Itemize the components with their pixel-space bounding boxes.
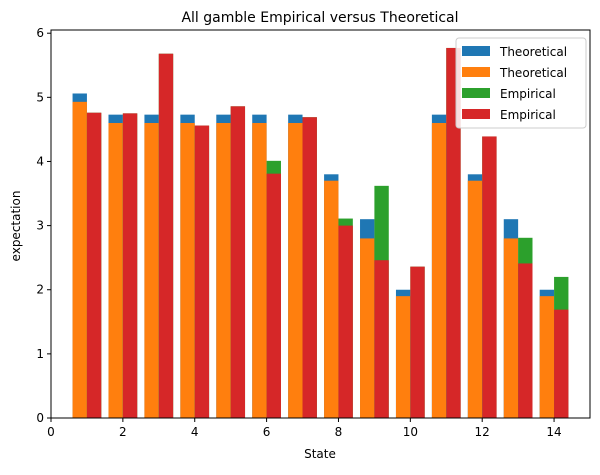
bar-series2-state-6 [252, 122, 267, 419]
y-tick-label: 0 [36, 411, 44, 425]
legend-frame [455, 37, 587, 129]
bar-series4-state-11 [446, 47, 461, 419]
bar-series4-state-5 [230, 106, 246, 418]
bar-series4-state-12 [482, 136, 497, 418]
bar-series4-state-6 [266, 173, 281, 418]
bar-series2-state-4 [180, 122, 195, 419]
x-tick-label: 2 [119, 425, 127, 439]
bar-series2-state-8 [324, 180, 339, 418]
x-tick-label: 8 [335, 425, 343, 439]
legend: Theoretical Theoretical Empirical Empirical [455, 37, 587, 129]
y-tick-label: 3 [36, 219, 44, 233]
bar-series4-state-7 [302, 117, 317, 418]
legend-swatch [462, 46, 490, 56]
legend-label: Empirical [500, 108, 556, 122]
chart-title: All gamble Empirical versus Theoretical [181, 10, 458, 26]
bar-series2-state-14 [539, 296, 555, 418]
y-tick-label: 2 [36, 283, 44, 297]
legend-swatch [462, 88, 490, 98]
bar-series4-state-9 [374, 260, 389, 418]
bar-series4-state-10 [410, 266, 425, 418]
bar-series2-state-12 [467, 180, 483, 418]
x-tick-label: 6 [263, 425, 271, 439]
legend-label: Empirical [500, 87, 556, 101]
bar-series2-state-1 [72, 101, 87, 418]
bar-series4-state-13 [518, 263, 533, 418]
bar-series4-state-14 [554, 309, 569, 418]
legend-swatch [462, 67, 490, 77]
legend-label: Theoretical [499, 66, 567, 80]
bar-series4-state-3 [158, 53, 174, 418]
bars-layer [72, 47, 569, 419]
x-axis-label: State [304, 447, 336, 461]
y-axis-label: expectation [9, 191, 23, 262]
bar-series2-state-10 [395, 296, 411, 418]
bar-series2-state-13 [503, 238, 519, 418]
legend-swatch [462, 109, 490, 119]
bar-series4-state-1 [86, 112, 102, 418]
legend-label: Theoretical [499, 45, 567, 59]
y-tick-label: 4 [36, 154, 44, 168]
y-tick-label: 6 [36, 26, 44, 40]
y-tick-label: 5 [36, 90, 44, 104]
x-tick-label: 4 [191, 425, 199, 439]
bar-series2-state-7 [288, 122, 303, 419]
x-tick-label: 14 [546, 425, 561, 439]
y-tick-label: 1 [36, 347, 44, 361]
x-tick-label: 12 [475, 425, 490, 439]
x-tick-label: 0 [47, 425, 55, 439]
bar-series2-state-5 [216, 122, 231, 419]
bar-series2-state-3 [144, 122, 159, 419]
bar-series4-state-4 [194, 125, 210, 418]
bar-series2-state-2 [108, 122, 123, 419]
x-tick-label: 10 [403, 425, 418, 439]
plot-frame [50, 29, 591, 419]
bar-series4-state-2 [122, 113, 138, 419]
bar-series2-state-11 [431, 122, 447, 419]
bar-series4-state-8 [338, 225, 353, 418]
bar-series2-state-9 [360, 238, 375, 418]
